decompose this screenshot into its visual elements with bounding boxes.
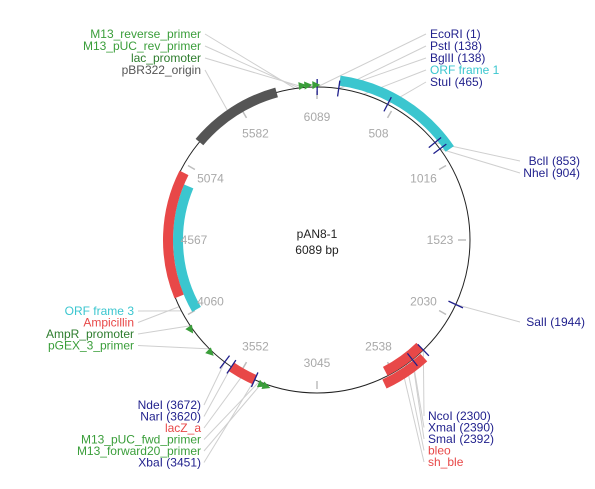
label-pbr322-origin[interactable]: pBR322_origin <box>122 63 201 77</box>
tick-mark <box>188 166 195 170</box>
tick-label: 508 <box>368 126 388 140</box>
tick-label: 4060 <box>197 295 224 309</box>
tick-mark <box>243 111 247 118</box>
plasmid-name: pAN8-1 <box>297 227 338 241</box>
site-mark[interactable] <box>448 301 463 308</box>
tick-label: 5074 <box>197 172 224 186</box>
feature-arc-lacz-a[interactable] <box>231 367 254 380</box>
label-sali-1944[interactable]: SalI (1944) <box>526 315 585 329</box>
tick-mark <box>243 362 247 369</box>
tick-label: 3552 <box>242 340 269 354</box>
leader-line <box>204 380 255 463</box>
tick-label: 3045 <box>304 356 331 370</box>
label-stui-465[interactable]: StuI (465) <box>430 75 483 89</box>
tick-label: 6089 <box>304 110 331 124</box>
primer-arrow-icon[interactable] <box>312 81 320 89</box>
tick-mark <box>439 166 446 170</box>
tick-label: 2538 <box>365 340 392 354</box>
tick-label: 1523 <box>427 233 454 247</box>
leader-line <box>138 326 190 334</box>
tick-mark <box>439 311 446 315</box>
tick-label: 2030 <box>410 295 437 309</box>
leader-line <box>205 58 305 88</box>
label-nhei-904[interactable]: NheI (904) <box>523 166 580 180</box>
primer-arrow-icon[interactable] <box>304 82 312 90</box>
plasmid-size: 6089 bp <box>295 243 339 257</box>
leader-line <box>138 307 179 323</box>
site-mark[interactable] <box>220 356 230 369</box>
leader-line <box>456 305 520 322</box>
tick-label: 4567 <box>181 233 208 247</box>
tick-mark <box>188 311 195 315</box>
label-sh-ble[interactable]: sh_ble <box>428 455 464 469</box>
feature-arc-orf-frame-1[interactable] <box>340 81 450 149</box>
leader-line <box>317 34 426 87</box>
leader-line <box>138 346 209 349</box>
leader-line <box>204 374 244 428</box>
leader-line <box>205 70 230 114</box>
label-xbai-3451[interactable]: XbaI (3451) <box>138 456 201 470</box>
label-pgex-3-primer[interactable]: pGEX_3_primer <box>48 339 134 353</box>
tick-label: 5582 <box>242 126 269 140</box>
tick-mark <box>388 111 392 118</box>
tick-label: 1016 <box>410 172 437 186</box>
